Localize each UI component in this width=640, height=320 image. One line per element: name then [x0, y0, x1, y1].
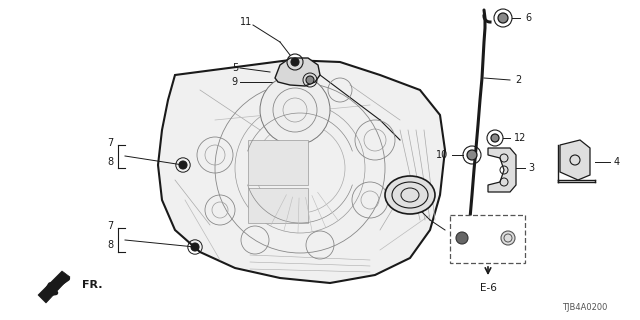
Ellipse shape: [385, 176, 435, 214]
Text: 6: 6: [525, 13, 531, 23]
Circle shape: [491, 134, 499, 142]
Polygon shape: [488, 148, 516, 192]
Text: 8: 8: [107, 240, 113, 250]
Text: 12: 12: [514, 133, 526, 143]
Circle shape: [467, 150, 477, 160]
Text: 10: 10: [436, 150, 448, 160]
Circle shape: [191, 243, 199, 251]
Polygon shape: [560, 140, 590, 180]
Circle shape: [291, 58, 299, 66]
Circle shape: [501, 231, 515, 245]
Polygon shape: [38, 271, 70, 303]
Text: 4: 4: [614, 157, 620, 167]
Text: TJB4A0200: TJB4A0200: [563, 303, 608, 313]
Text: E-6: E-6: [479, 283, 497, 293]
Circle shape: [498, 13, 508, 23]
Text: 5: 5: [232, 63, 238, 73]
Bar: [248, 188, 308, 223]
Text: 9: 9: [232, 77, 238, 87]
Text: FR.: FR.: [82, 280, 102, 290]
Polygon shape: [158, 60, 445, 283]
Text: 3: 3: [528, 163, 534, 173]
FancyBboxPatch shape: [450, 215, 525, 263]
Polygon shape: [275, 58, 320, 86]
Circle shape: [179, 161, 187, 169]
Text: 11: 11: [240, 17, 252, 27]
Text: 1: 1: [450, 227, 456, 237]
Circle shape: [306, 76, 314, 84]
Text: 2: 2: [515, 75, 521, 85]
Circle shape: [260, 75, 330, 145]
Text: 7: 7: [107, 138, 113, 148]
Bar: [248, 140, 308, 185]
Text: 7: 7: [107, 221, 113, 231]
Circle shape: [456, 232, 468, 244]
Text: 8: 8: [107, 157, 113, 167]
